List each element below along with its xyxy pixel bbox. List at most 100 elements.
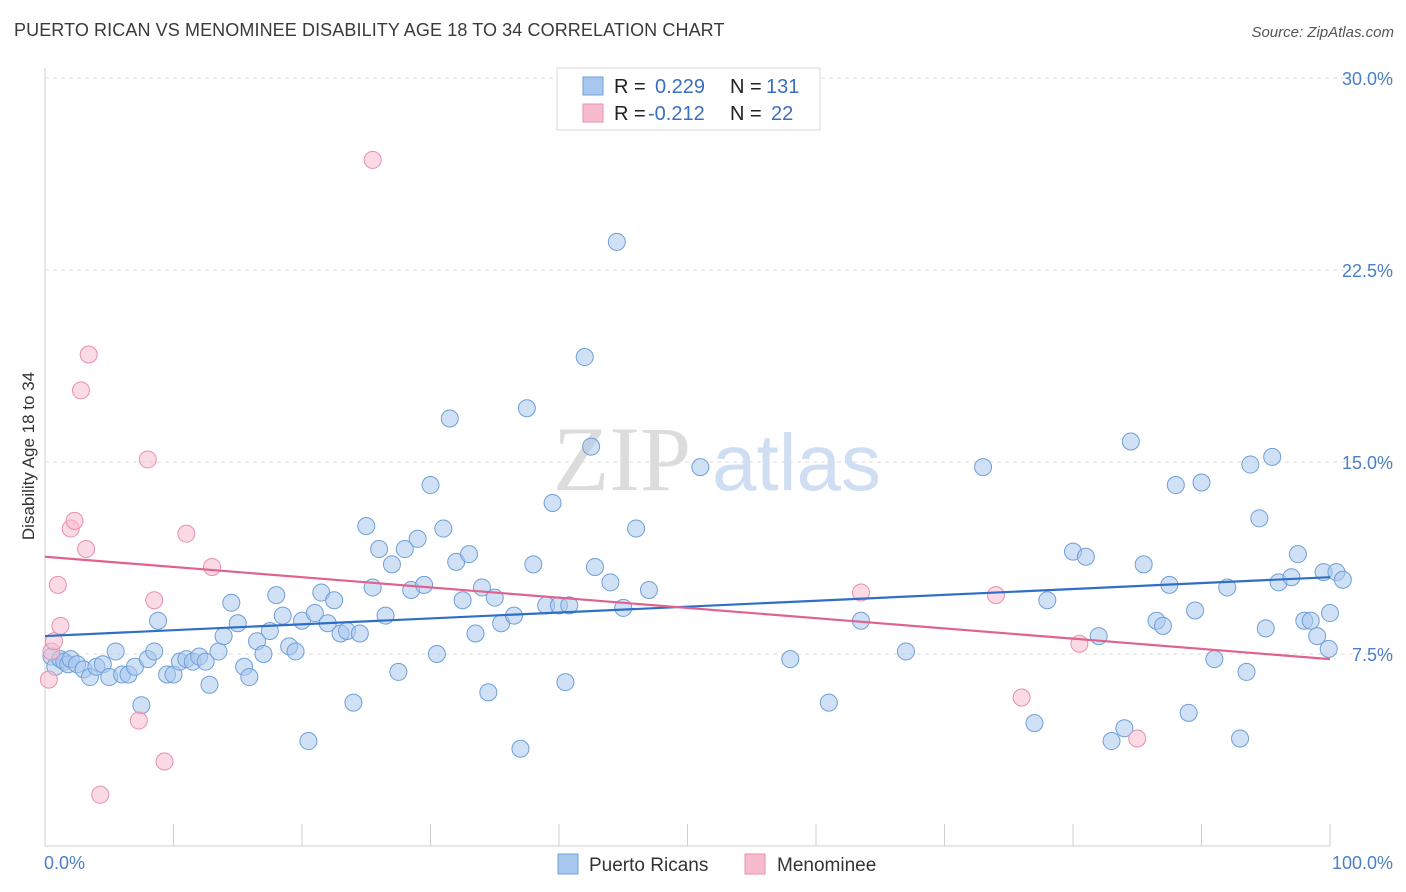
puerto-rican-point-86 xyxy=(607,232,626,251)
menominee-point-4 xyxy=(51,616,70,635)
menominee-point-7 xyxy=(71,381,90,400)
puerto-rican-point-119 xyxy=(1263,447,1282,466)
puerto-rican-point-42 xyxy=(299,732,318,751)
menominee-point-13 xyxy=(145,591,164,610)
puerto-rican-point-114 xyxy=(1231,729,1250,748)
watermark: ZIP atlas xyxy=(553,408,881,510)
puerto-rican-point-122 xyxy=(1288,545,1307,564)
chart-title: PUERTO RICAN VS MENOMINEE DISABILITY AGE… xyxy=(14,20,725,40)
menominee-point-18 xyxy=(851,583,870,602)
menominee-point-17 xyxy=(363,150,382,169)
puerto-rican-point-56 xyxy=(389,662,408,681)
puerto-rican-point-40 xyxy=(286,642,305,661)
bottom-legend-menominee: Menominee xyxy=(777,855,876,876)
legend-n-label-1: N = xyxy=(730,76,762,98)
puerto-rican-point-116 xyxy=(1241,455,1260,474)
puerto-rican-point-118 xyxy=(1256,619,1275,638)
puerto-rican-point-16 xyxy=(132,696,151,715)
puerto-rican-point-125 xyxy=(1308,627,1327,646)
puerto-rican-point-43 xyxy=(305,604,324,623)
menominee-point-11 xyxy=(129,711,148,730)
puerto-rican-point-59 xyxy=(408,529,427,548)
legend-r-label-1: R = xyxy=(614,76,646,98)
trend-line-menominee xyxy=(44,555,1331,661)
menominee-point-9 xyxy=(79,345,98,364)
puerto-rican-point-66 xyxy=(453,591,472,610)
puerto-rican-point-31 xyxy=(228,614,247,633)
puerto-rican-point-121 xyxy=(1282,568,1301,587)
puerto-rican-point-75 xyxy=(517,399,536,418)
puerto-rican-point-27 xyxy=(200,675,219,694)
menominee-point-10 xyxy=(91,785,110,804)
legend-swatch-pink xyxy=(582,103,604,123)
puerto-rican-point-110 xyxy=(1186,601,1205,620)
puerto-rican-point-127 xyxy=(1319,639,1338,658)
menominee-point-22 xyxy=(1128,729,1147,748)
y-tick-labels: 7.5% 15.0% 22.5% 30.0% xyxy=(1342,69,1393,665)
puerto-rican-point-84 xyxy=(585,557,604,576)
legend-n-value-2: 22 xyxy=(771,103,793,125)
series-puerto-ricans xyxy=(42,232,1352,758)
y-axis-label: Disability Age 18 to 34 xyxy=(19,372,38,540)
puerto-rican-point-76 xyxy=(524,555,543,574)
puerto-rican-point-12 xyxy=(106,642,125,661)
puerto-rican-point-124 xyxy=(1301,611,1320,630)
puerto-rican-point-82 xyxy=(575,348,594,367)
puerto-rican-point-99 xyxy=(1076,547,1095,566)
puerto-rican-point-38 xyxy=(273,606,292,625)
axes xyxy=(44,68,1331,847)
menominee-point-15 xyxy=(177,524,196,543)
x-tick-labels: 0.0% 100.0% xyxy=(44,853,1393,873)
puerto-rican-point-53 xyxy=(370,540,389,559)
puerto-rican-point-51 xyxy=(357,517,376,535)
puerto-rican-point-50 xyxy=(350,624,369,643)
puerto-rican-point-109 xyxy=(1179,703,1198,722)
puerto-rican-point-29 xyxy=(214,627,233,646)
menominee-point-6 xyxy=(65,511,84,530)
y-tick-label-0: 7.5% xyxy=(1352,645,1393,665)
puerto-rican-point-64 xyxy=(440,409,459,428)
source-note: Source: ZipAtlas.com xyxy=(1251,24,1394,41)
bottom-legend-puerto-ricans: Puerto Ricans xyxy=(589,855,708,876)
puerto-rican-point-85 xyxy=(601,573,620,592)
puerto-rican-point-83 xyxy=(582,437,601,456)
puerto-rican-point-102 xyxy=(1115,719,1134,738)
puerto-rican-point-61 xyxy=(421,476,440,495)
puerto-rican-point-81 xyxy=(560,596,579,615)
puerto-rican-point-49 xyxy=(344,693,363,712)
legend-swatch-blue xyxy=(582,76,604,96)
puerto-rican-point-92 xyxy=(819,693,838,712)
puerto-rican-point-68 xyxy=(466,624,485,643)
puerto-rican-point-94 xyxy=(896,642,915,661)
puerto-rican-point-112 xyxy=(1205,650,1224,669)
puerto-rican-point-89 xyxy=(639,581,658,599)
y-tick-label-1: 15.0% xyxy=(1342,453,1393,473)
puerto-rican-point-106 xyxy=(1153,616,1172,635)
puerto-rican-point-55 xyxy=(382,555,401,574)
puerto-rican-point-91 xyxy=(781,650,800,669)
bottom-legend-swatch-pink xyxy=(744,853,766,875)
puerto-rican-point-115 xyxy=(1237,662,1256,681)
puerto-rican-point-88 xyxy=(627,519,646,538)
trend-lines xyxy=(44,555,1331,661)
legend-n-value-1: 131 xyxy=(766,76,799,98)
puerto-rican-point-95 xyxy=(974,458,993,477)
puerto-rican-point-70 xyxy=(479,683,498,702)
puerto-rican-point-128 xyxy=(1321,604,1339,623)
puerto-rican-point-101 xyxy=(1102,732,1121,751)
puerto-rican-point-62 xyxy=(427,645,446,663)
y-tick-label-3: 30.0% xyxy=(1342,69,1393,89)
menominee-point-19 xyxy=(986,586,1005,605)
puerto-rican-point-35 xyxy=(254,645,273,663)
y-tick-label-2: 22.5% xyxy=(1342,261,1393,281)
menominee-point-3 xyxy=(48,575,67,594)
puerto-rican-point-19 xyxy=(149,611,168,630)
x-tick-label-0: 0.0% xyxy=(44,853,85,873)
menominee-point-0 xyxy=(39,670,58,689)
legend-box: R = 0.229 N = 131 R = -0.212 N = 22 xyxy=(556,67,821,131)
puerto-rican-point-130 xyxy=(1333,570,1352,589)
puerto-rican-point-97 xyxy=(1038,591,1057,610)
puerto-rican-point-117 xyxy=(1250,509,1269,528)
puerto-rican-point-57 xyxy=(395,540,414,559)
